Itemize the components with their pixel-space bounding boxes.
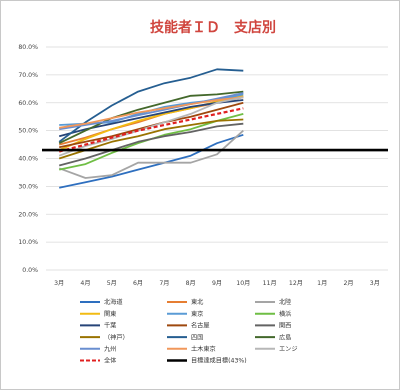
y-tick-label: 80.0% xyxy=(18,44,38,51)
legend-label: 目標達成目標(43%) xyxy=(191,357,247,365)
legend-label: 北海道 xyxy=(104,298,123,306)
y-tick-label: 0.0% xyxy=(22,267,38,274)
y-axis-tick-labels: 0.0% 10.0% 20.0% 30.0% 40.0% 50.0% 60.0% 70.0% 8… xyxy=(18,44,38,274)
legend-label: 広島 xyxy=(279,333,291,341)
y-tick-label: 60.0% xyxy=(18,100,38,107)
legend-label: 千葉 xyxy=(104,322,116,330)
chart-title: 技能者ＩＤ 支店別 xyxy=(150,19,276,36)
legend-label: 東北 xyxy=(191,298,204,306)
series-line xyxy=(58,96,244,157)
series-line xyxy=(59,96,244,129)
series-line xyxy=(58,94,244,151)
x-tick-label: 3月 xyxy=(54,280,64,287)
series-lines xyxy=(42,68,388,189)
legend-label: 関東 xyxy=(104,310,116,318)
legend-label: 東京 xyxy=(191,310,203,318)
y-tick-label: 20.0% xyxy=(18,211,38,218)
series-line xyxy=(58,68,244,143)
y-tick-label: 70.0% xyxy=(18,72,38,79)
x-tick-label: 10月 xyxy=(236,280,250,287)
series-line xyxy=(58,118,244,160)
legend-label: （神戸） xyxy=(104,333,129,341)
x-tick-label: 5月 xyxy=(107,280,117,287)
gridlines xyxy=(46,46,388,271)
y-tick-label: 40.0% xyxy=(18,156,38,163)
series-line xyxy=(58,129,244,179)
series-line xyxy=(58,107,244,153)
legend-label: 北陸 xyxy=(279,298,291,306)
x-tick-label: 6月 xyxy=(133,280,143,287)
series-line xyxy=(58,122,244,167)
x-axis-tick-labels: 3月 4月 5月 6月 7月 8月 9月 10月 11月 12月 1月 2月 3月 xyxy=(54,280,380,287)
legend-label: 四国 xyxy=(191,334,203,341)
legend-label: 関西 xyxy=(279,323,291,330)
x-tick-label: 12月 xyxy=(289,280,303,287)
x-tick-label: 3月 xyxy=(370,280,380,287)
x-tick-label: 4月 xyxy=(80,280,90,287)
legend-label: 土木東京 xyxy=(191,345,216,353)
legend-label: 名古屋 xyxy=(191,322,210,330)
x-tick-label: 2月 xyxy=(343,280,353,287)
series-line xyxy=(59,92,244,131)
y-tick-label: 30.0% xyxy=(18,183,38,190)
y-tick-label: 10.0% xyxy=(18,239,38,246)
x-tick-label: 8月 xyxy=(186,280,196,287)
x-tick-label: 9月 xyxy=(212,280,222,287)
series-line xyxy=(58,90,244,145)
x-tick-label: 1月 xyxy=(317,280,327,287)
y-tick-label: 50.0% xyxy=(18,128,38,135)
x-tick-label: 11月 xyxy=(263,280,277,287)
legend-label: 九州 xyxy=(104,345,116,353)
legend-label: エンジ xyxy=(279,346,298,353)
series-line xyxy=(59,133,244,189)
legend-label: 横浜 xyxy=(279,310,291,318)
legend-label: 全体 xyxy=(104,357,117,365)
x-tick-label: 7月 xyxy=(159,280,169,287)
